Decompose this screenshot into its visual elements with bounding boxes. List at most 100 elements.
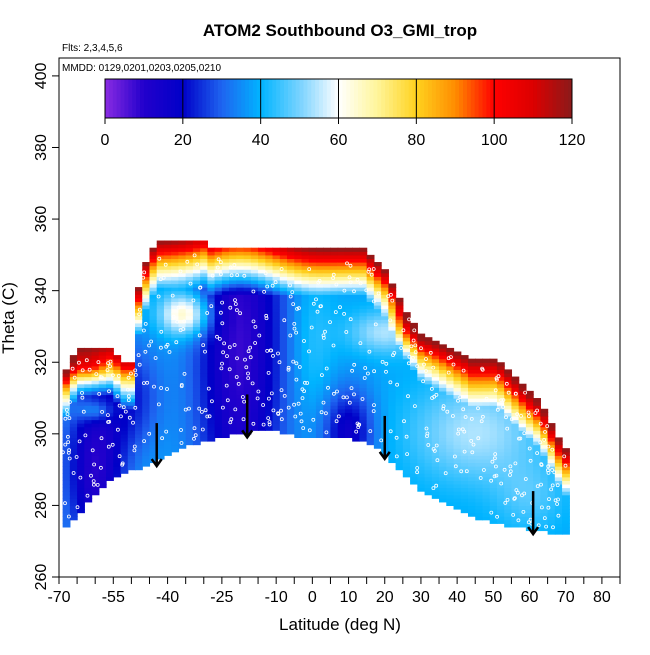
heatmap-cell <box>511 480 520 485</box>
heatmap-cell <box>511 451 520 456</box>
heatmap-cell <box>540 480 549 485</box>
heatmap-cell <box>337 376 346 381</box>
observation-dot <box>133 372 138 377</box>
heatmap-cell <box>410 455 418 460</box>
heatmap-cell <box>243 340 252 345</box>
heatmap-cell <box>69 369 78 374</box>
heatmap-cell <box>344 287 353 292</box>
heatmap-cell <box>91 448 100 453</box>
observation-dot <box>233 302 238 306</box>
heatmap-cell <box>395 308 404 313</box>
descent-arrow <box>150 423 163 469</box>
observation-dot <box>67 514 71 519</box>
heatmap-cell <box>402 437 411 442</box>
heatmap-cell <box>229 383 237 388</box>
heatmap-cell <box>178 240 187 245</box>
heatmap-cell <box>504 491 513 496</box>
heatmap-cell <box>171 444 180 449</box>
heatmap-cell <box>540 523 549 528</box>
heatmap-cell <box>460 433 469 439</box>
heatmap-cell <box>446 412 455 417</box>
heatmap-cell <box>221 347 230 353</box>
heatmap-cell <box>511 405 520 410</box>
heatmap-cell <box>547 519 556 524</box>
colorbar-swatch <box>392 79 398 118</box>
heatmap-cell <box>395 330 404 335</box>
colorbar-swatch <box>556 79 561 118</box>
heatmap-cell <box>69 426 78 431</box>
heatmap-cell <box>178 258 187 263</box>
observation-dot <box>66 434 70 439</box>
heatmap-cell <box>525 519 534 524</box>
heatmap-cell <box>410 444 418 449</box>
heatmap-cell <box>511 466 520 471</box>
observation-dot <box>294 330 299 335</box>
observation-dot <box>288 283 292 288</box>
heatmap-cell <box>265 269 274 274</box>
colorbar: 0 20 40 60 80 100 120 <box>101 78 585 149</box>
heatmap-cell <box>258 390 266 396</box>
observation-dot <box>373 322 378 327</box>
observation-dot <box>371 409 376 414</box>
heatmap-cell <box>323 265 332 270</box>
observation-dot <box>527 414 531 419</box>
observation-dot <box>307 349 311 354</box>
heatmap-cell <box>439 376 447 381</box>
heatmap-cell <box>287 265 295 270</box>
heatmap-cell <box>156 355 165 360</box>
heatmap-cell <box>308 269 317 274</box>
heatmap-cell <box>135 412 143 417</box>
heatmap-cell <box>214 247 223 252</box>
heatmap-cell <box>98 365 107 370</box>
heatmap-cell <box>475 362 484 367</box>
heatmap-cell <box>171 365 180 370</box>
heatmap-cell <box>279 365 288 370</box>
colorbar-swatch <box>470 79 476 118</box>
heatmap-cell <box>511 390 520 396</box>
heatmap-cell <box>287 369 295 374</box>
heatmap-cell <box>98 390 107 396</box>
heatmap-cell <box>142 383 151 388</box>
heatmap-cell <box>402 398 411 403</box>
heatmap-cell <box>482 372 491 378</box>
heatmap-cell <box>142 319 151 324</box>
heatmap-cell <box>359 276 368 281</box>
heatmap-cell <box>453 358 462 363</box>
heatmap-cell <box>185 276 194 281</box>
heatmap-cell <box>77 347 85 353</box>
heatmap-cell <box>352 405 361 410</box>
heatmap-cell <box>178 312 187 317</box>
observation-dot <box>108 364 112 369</box>
heatmap-cell <box>229 387 237 392</box>
x-tick-label: 60 <box>521 589 539 606</box>
heatmap-cell <box>482 512 491 517</box>
heatmap-cell <box>156 276 165 281</box>
observation-dot <box>207 414 212 419</box>
heatmap-cell <box>482 462 491 467</box>
heatmap-cell <box>315 362 324 367</box>
heatmap-cell <box>518 415 527 421</box>
heatmap-cell <box>424 462 433 467</box>
heatmap-cell <box>315 262 324 267</box>
heatmap-cell <box>359 254 368 260</box>
heatmap-cell <box>77 430 85 435</box>
heatmap-cell <box>554 480 563 485</box>
heatmap-cell <box>149 315 158 320</box>
heatmap-cell <box>439 498 447 503</box>
heatmap-cell <box>504 519 513 524</box>
heatmap-cell <box>417 419 426 424</box>
observation-dot <box>492 474 497 479</box>
heatmap-cell <box>156 405 165 410</box>
heatmap-cell <box>106 466 114 471</box>
heatmap-cell <box>229 401 237 406</box>
heatmap-cell <box>279 279 288 285</box>
observation-dot <box>264 316 269 321</box>
observation-dot <box>518 436 523 441</box>
heatmap-cell <box>388 383 397 388</box>
heatmap-cell <box>156 287 165 292</box>
heatmap-cell <box>243 315 252 320</box>
heatmap-cell <box>315 412 324 417</box>
heatmap-cell <box>482 516 491 521</box>
observation-dot <box>544 524 548 529</box>
heatmap-cell <box>431 347 440 353</box>
